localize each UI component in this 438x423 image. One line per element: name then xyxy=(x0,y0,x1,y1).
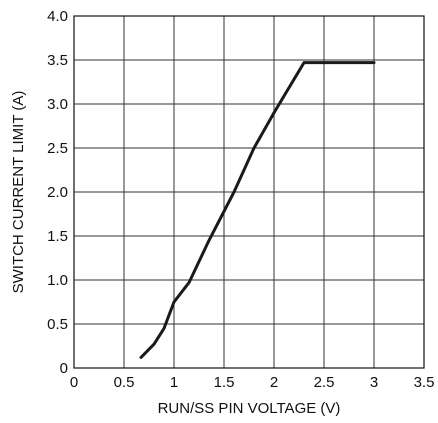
x-tick-label: 0.5 xyxy=(114,374,135,391)
series-line xyxy=(139,61,376,359)
x-tick-label: 2.5 xyxy=(314,374,335,391)
y-tick-label: 2.5 xyxy=(47,140,68,157)
y-tick-label: 1.0 xyxy=(47,272,68,289)
y-tick-label: 2.0 xyxy=(47,184,68,201)
x-tick-label: 3 xyxy=(370,374,378,391)
x-axis-title: RUN/SS PIN VOLTAGE (V) xyxy=(158,400,341,417)
x-tick-label: 1 xyxy=(170,374,178,391)
y-tick-label: 0.5 xyxy=(47,316,68,333)
grid xyxy=(74,16,424,368)
y-tick-label: 0 xyxy=(60,360,68,377)
y-axis-ticks: 0 0.5 1.0 1.5 2.0 2.5 3.0 3.5 4.0 xyxy=(47,8,68,377)
x-tick-label: 3.5 xyxy=(414,374,435,391)
x-tick-label: 0 xyxy=(70,374,78,391)
series-group xyxy=(139,61,376,359)
x-tick-label: 2 xyxy=(270,374,278,391)
y-tick-label: 3.0 xyxy=(47,96,68,113)
y-tick-label: 3.5 xyxy=(47,52,68,69)
y-axis-title: SWITCH CURRENT LIMIT (A) xyxy=(10,91,27,294)
x-axis-ticks: 0 0.5 1 1.5 2 2.5 3 3.5 xyxy=(70,374,435,391)
plot-frame xyxy=(73,15,425,369)
y-tick-label: 1.5 xyxy=(47,228,68,245)
x-tick-label: 1.5 xyxy=(214,374,235,391)
y-tick-label: 4.0 xyxy=(47,8,68,25)
